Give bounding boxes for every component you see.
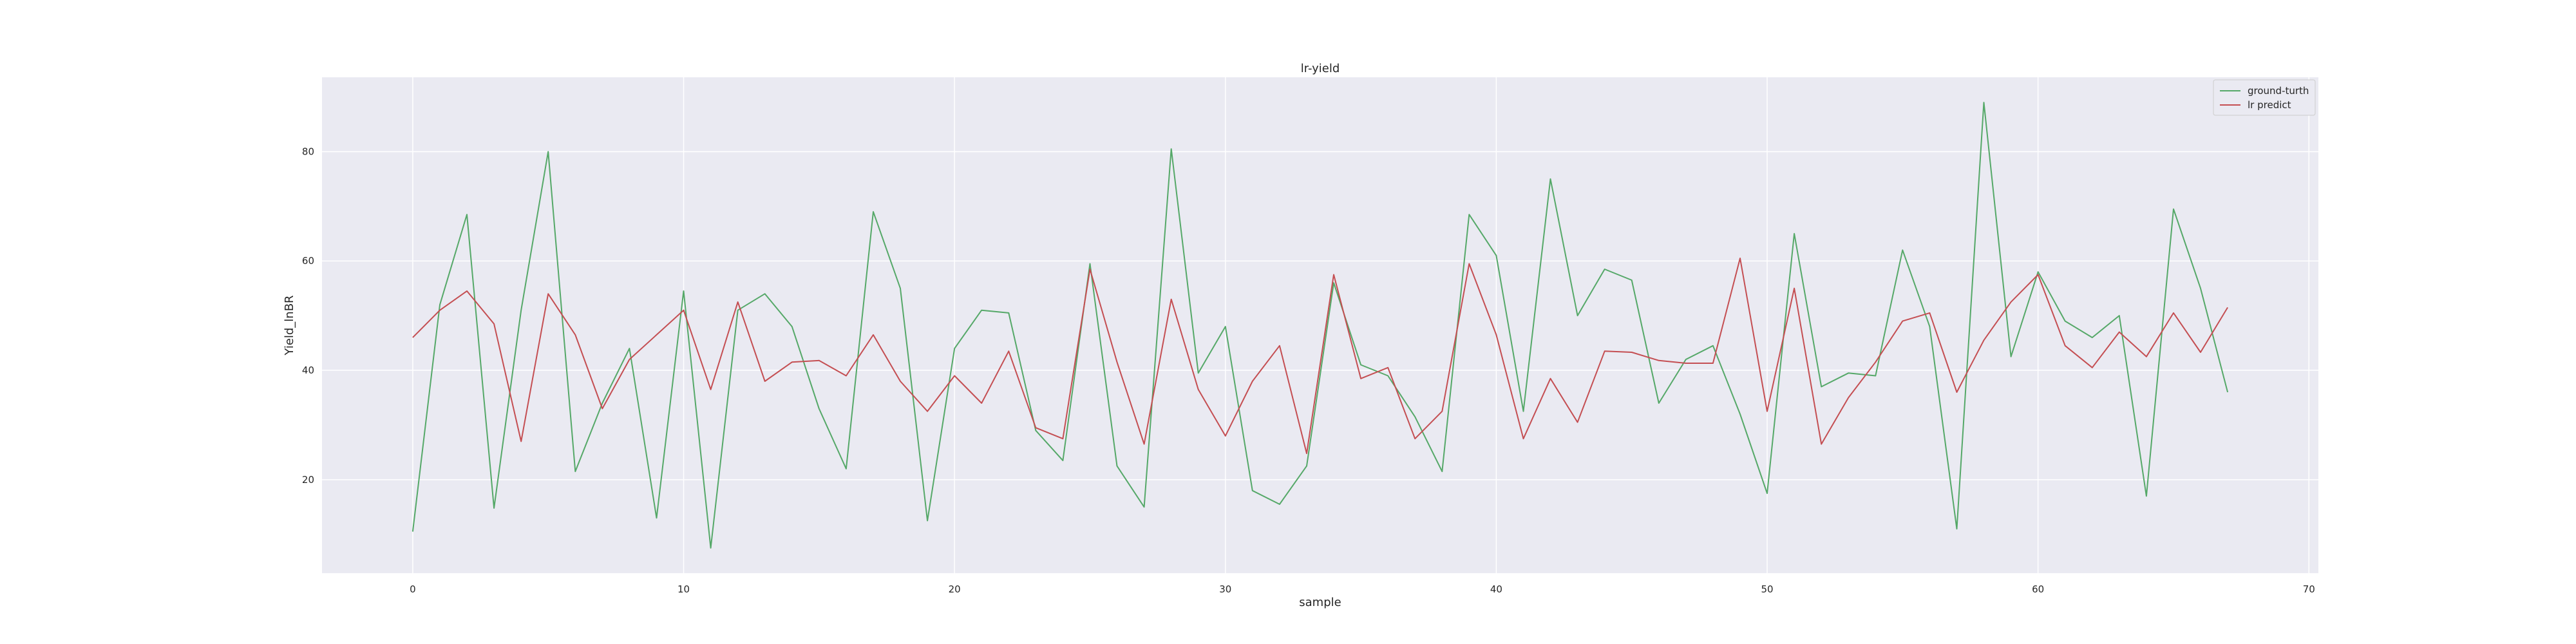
- x-tick-label: 40: [1490, 583, 1502, 595]
- y-tick-label: 40: [302, 365, 314, 376]
- series-layer: [412, 102, 2229, 549]
- y-tick-label: 60: [302, 255, 314, 267]
- x-tick-label: 20: [949, 583, 961, 595]
- chart-title: lr-yield: [1301, 62, 1340, 75]
- y-tick-label: 20: [302, 474, 314, 486]
- x-axis-label: sample: [1299, 596, 1341, 609]
- y-tick-label: 80: [302, 146, 314, 157]
- x-tick-label: 30: [1219, 583, 1231, 595]
- legend-label-ground-turth: ground-turth: [2248, 85, 2309, 97]
- legend-box: [2213, 79, 2316, 116]
- x-tick-label: 0: [410, 583, 416, 595]
- y-tick-labels: 20 40 60 80: [302, 146, 314, 485]
- x-tick-label: 60: [2032, 583, 2044, 595]
- x-tick-label: 10: [677, 583, 690, 595]
- x-tick-label: 70: [2303, 583, 2315, 595]
- plot-background: [322, 77, 2318, 573]
- legend-label-lr-predict: lr predict: [2248, 99, 2291, 111]
- x-tick-labels: 0 10 20 30 40 50 60 70: [410, 583, 2315, 595]
- legend: ground-turth lr predict: [2213, 79, 2316, 116]
- x-tick-label: 50: [1761, 583, 1773, 595]
- series-line-lr-predict: [412, 258, 2228, 455]
- y-axis-label: Yield_lnBR: [283, 295, 296, 355]
